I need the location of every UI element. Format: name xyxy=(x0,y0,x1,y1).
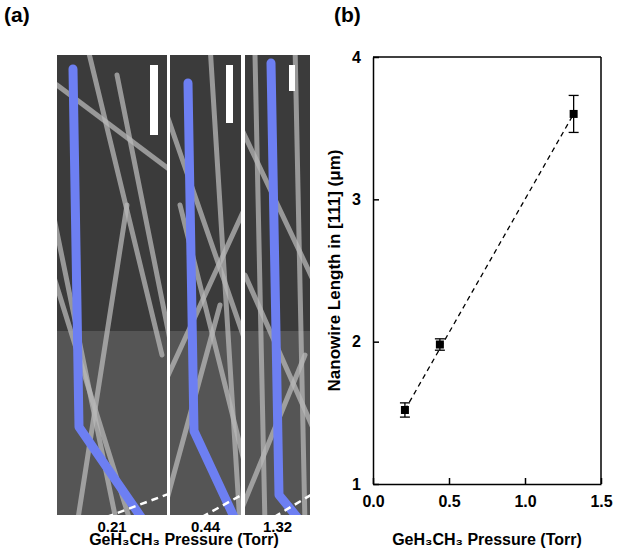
tick-label: 1 xyxy=(352,476,361,493)
tick-label: 2 xyxy=(352,333,361,350)
tick: 1 xyxy=(352,476,379,493)
background-nanowire xyxy=(57,255,147,515)
highlighted-nanowire xyxy=(73,69,141,515)
sem-image xyxy=(150,45,260,525)
error-cap xyxy=(435,350,445,351)
highlighted-nanowire xyxy=(188,83,234,515)
sem-image xyxy=(235,45,325,525)
y-axis: 1 2 3 4 xyxy=(352,49,379,493)
axis-title: GeH₃CH₃ Pressure (Torr) xyxy=(89,531,279,548)
scale-bar xyxy=(289,65,295,91)
tick-mark xyxy=(373,199,379,201)
tick-mark xyxy=(525,478,527,484)
highlighted-nanowire xyxy=(271,63,297,515)
error-cap xyxy=(569,95,579,96)
plot-frame xyxy=(373,56,601,58)
tick-mark xyxy=(449,478,451,484)
data-point xyxy=(570,110,578,118)
tick-mark xyxy=(373,341,379,343)
sem-image-content xyxy=(245,55,310,515)
tick: 2 xyxy=(352,333,379,350)
plot-area xyxy=(400,95,579,417)
figure: (a)0.210.441.32GeH₃CH₃ Pressure (Torr)(b… xyxy=(0,0,632,552)
scale-bar xyxy=(150,65,158,135)
substrate-line xyxy=(274,493,310,515)
tick-label: 1.0 xyxy=(514,493,536,510)
panel-letter: (b) xyxy=(334,3,361,26)
error-cap xyxy=(400,402,410,403)
axis-title: GeH₃CH₃ Pressure (Torr) xyxy=(392,531,582,548)
axis-line xyxy=(373,58,375,485)
sem-image-content xyxy=(170,55,241,515)
background-nanowire xyxy=(210,55,240,515)
tick-label: 0.5 xyxy=(438,493,460,510)
tick-label: 4 xyxy=(352,49,361,66)
tick-label: 1.5 xyxy=(590,493,612,510)
background-nanowire xyxy=(255,55,265,515)
scale-bar xyxy=(226,65,233,123)
error-cap xyxy=(400,416,410,417)
background-nanowire xyxy=(295,55,305,515)
plot-frame xyxy=(600,57,602,484)
axis-line xyxy=(374,484,602,486)
tick: 1.0 xyxy=(514,478,536,510)
substrate-line xyxy=(107,493,168,515)
x-axis: 0.0 0.5 1.0 1.5 xyxy=(362,478,612,510)
fit-line xyxy=(405,114,574,410)
error-cap xyxy=(435,338,445,339)
tick: 0.5 xyxy=(438,478,460,510)
tick-label: 3 xyxy=(352,191,361,208)
tick: 3 xyxy=(352,191,379,208)
axis-title: Nanowire Length in [111] (μm) xyxy=(325,150,344,392)
background-nanowire xyxy=(170,175,241,415)
sem-image-content xyxy=(57,55,167,515)
tick-label: 0.0 xyxy=(362,493,384,510)
background-nanowire xyxy=(77,205,127,515)
panel-letter: (a) xyxy=(4,3,30,26)
error-cap xyxy=(569,132,579,133)
substrate-line xyxy=(202,493,241,515)
tick-mark xyxy=(373,484,379,486)
